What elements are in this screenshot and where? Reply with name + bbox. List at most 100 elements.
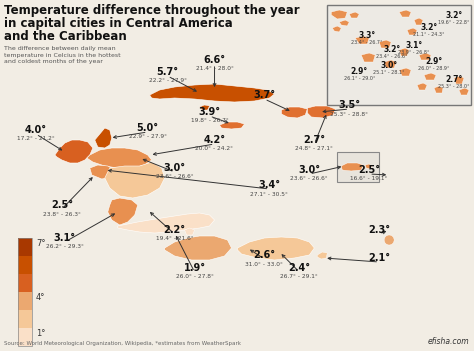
Text: and the Caribbean: and the Caribbean [4,30,127,43]
Text: 3.2°: 3.2° [446,11,463,20]
Polygon shape [417,83,427,90]
Text: Temperature difference throughout the year: Temperature difference throughout the ye… [4,4,300,17]
Polygon shape [414,18,423,25]
Text: 26.0° - 27.8°: 26.0° - 27.8° [175,274,214,279]
Polygon shape [118,213,215,233]
Text: 3.1°: 3.1° [406,40,423,49]
Text: 24.8° - 27.1°: 24.8° - 27.1° [295,146,333,152]
Polygon shape [459,88,469,95]
Bar [18,238,32,346]
Polygon shape [164,236,231,260]
Bar [18,328,32,346]
Circle shape [384,235,394,245]
Text: 19.4° - 21.6°: 19.4° - 21.6° [156,237,193,241]
Polygon shape [95,128,112,148]
Bar [18,310,32,328]
Text: 22.9° - 27.9°: 22.9° - 27.9° [128,134,167,139]
Polygon shape [419,53,431,60]
Text: 27.1° - 30.5°: 27.1° - 30.5° [250,192,288,197]
Polygon shape [361,53,375,62]
Text: 2.1°: 2.1° [368,253,390,263]
Polygon shape [399,48,409,56]
Text: 3.0°: 3.0° [298,165,320,175]
Text: 2.6°: 2.6° [254,250,275,260]
Text: 3.1°: 3.1° [54,233,76,243]
Text: 26.7° - 29.1°: 26.7° - 29.1° [281,274,318,279]
Text: Source: World Meteorological Organization, Wikipedia, *estimates from WeatherSpa: Source: World Meteorological Organizatio… [4,341,241,346]
Polygon shape [384,60,396,68]
Text: 5.0°: 5.0° [137,123,159,133]
Text: 2.7°: 2.7° [446,75,463,85]
Text: 2.7°: 2.7° [303,135,325,145]
Polygon shape [237,237,314,260]
Text: 19.6° - 22.8°: 19.6° - 22.8° [438,20,470,25]
Polygon shape [55,140,93,163]
Text: The difference between daily mean
temperature in Celcius in the hottest
and cold: The difference between daily mean temper… [4,46,120,64]
Polygon shape [341,163,363,171]
Text: 2.9°: 2.9° [426,58,443,66]
Text: 3.7°: 3.7° [254,90,275,100]
Text: 1.9°: 1.9° [183,263,206,273]
Text: in capital cities in Central America: in capital cities in Central America [4,17,233,30]
Text: 26.0° - 28.9°: 26.0° - 28.9° [419,66,450,72]
Text: 2.2°: 2.2° [164,225,186,235]
Text: 25.1° - 28.1°: 25.1° - 28.1° [374,69,405,74]
Text: 3.3°: 3.3° [359,31,376,40]
Text: 3.0°: 3.0° [164,163,186,173]
Text: 26.1° - 29.0°: 26.1° - 29.0° [344,77,375,81]
Text: 21.4° - 28.0°: 21.4° - 28.0° [196,66,234,72]
Polygon shape [355,36,369,44]
Bar [18,238,32,256]
Text: 3.2°: 3.2° [383,46,401,54]
Text: 3.4°: 3.4° [258,180,281,190]
Polygon shape [282,107,307,118]
Polygon shape [105,162,164,198]
Polygon shape [379,40,391,48]
Polygon shape [219,122,245,129]
Text: 7°: 7° [36,239,46,248]
Polygon shape [399,10,411,17]
Text: 17.2° - 21.2°: 17.2° - 21.2° [17,137,55,141]
Text: 3.0°: 3.0° [381,60,398,69]
Polygon shape [108,198,138,225]
Text: 2.4°: 2.4° [288,263,310,273]
Text: 23.8° - 26.3°: 23.8° - 26.3° [43,212,81,217]
Text: 22.2° - 27.9°: 22.2° - 27.9° [148,79,187,84]
Text: 16.6° - 19.1°: 16.6° - 19.1° [350,177,388,181]
Polygon shape [184,228,195,235]
Polygon shape [90,165,115,179]
Text: 2.9°: 2.9° [351,67,368,77]
Text: 23.6° - 26.6°: 23.6° - 26.6° [291,177,328,181]
Polygon shape [434,86,443,93]
Text: 2.5°: 2.5° [358,165,380,175]
Text: 4°: 4° [36,293,46,302]
Text: 23.9° - 26.8°: 23.9° - 26.8° [399,49,430,54]
Bar [18,274,32,292]
Text: 23.6° - 26.6°: 23.6° - 26.6° [156,174,193,179]
Text: 1°: 1° [36,329,46,338]
Polygon shape [150,84,274,102]
Text: 3.5°: 3.5° [338,100,360,110]
Polygon shape [317,252,327,259]
Polygon shape [87,148,152,168]
Polygon shape [339,20,349,26]
Text: 23.4° - 26.7°: 23.4° - 26.7° [351,40,383,45]
Text: 3.2°: 3.2° [420,24,438,33]
Text: 6.6°: 6.6° [203,55,226,65]
Bar [327,5,471,105]
Text: 4.0°: 4.0° [25,125,47,135]
Text: 4.2°: 4.2° [203,135,226,145]
Polygon shape [454,76,464,84]
Polygon shape [407,28,417,35]
Polygon shape [331,10,347,19]
Text: 3.9°: 3.9° [199,107,220,117]
Bar [337,152,379,182]
Bar [18,292,32,310]
Text: 2.5°: 2.5° [51,200,73,210]
Polygon shape [349,12,359,18]
Text: efisha.com: efisha.com [428,337,469,346]
Polygon shape [307,106,335,118]
Text: 19.8° - 26.7°: 19.8° - 26.7° [191,119,228,124]
Text: 20.0° - 24.2°: 20.0° - 24.2° [195,146,234,152]
Text: 25.3° - 28.0°: 25.3° - 28.0° [438,85,470,90]
